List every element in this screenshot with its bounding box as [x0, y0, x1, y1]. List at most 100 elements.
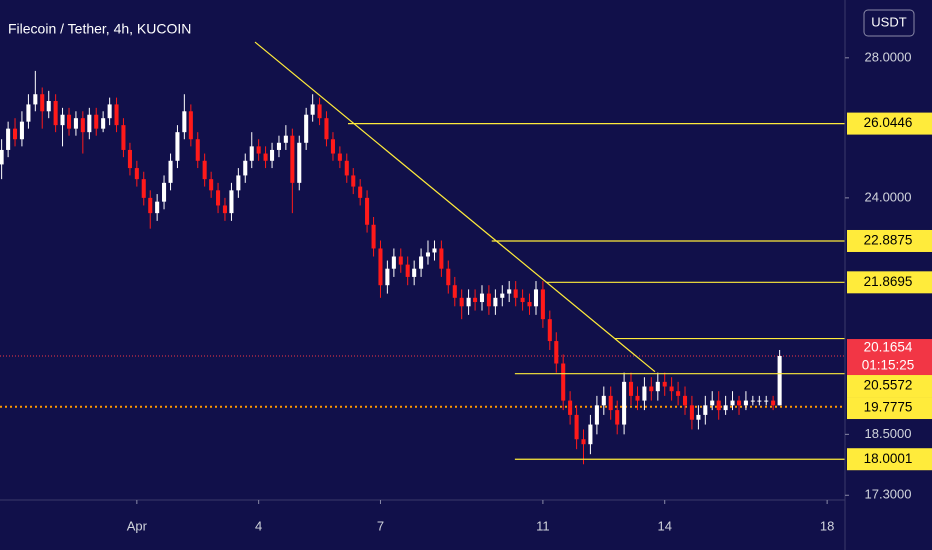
candle-body [594, 405, 599, 425]
candle-body [703, 405, 708, 415]
candle-body [249, 146, 254, 161]
candle-body [405, 264, 410, 277]
candle-body [628, 381, 634, 396]
level-box [847, 448, 932, 471]
level-label: 19.7775 [864, 400, 913, 415]
candle-body [80, 118, 85, 133]
currency-button[interactable] [863, 9, 915, 37]
candle-body [615, 410, 620, 425]
candle-body [229, 190, 234, 214]
y-tick-label: 17.3000 [865, 487, 912, 502]
level-label: 26.0446 [864, 115, 913, 130]
candle-body [439, 248, 444, 269]
candle-body [432, 248, 437, 253]
x-tick-label: Apr [127, 518, 148, 533]
candle-body [175, 132, 180, 161]
candle-body [162, 182, 167, 202]
candle-body [716, 400, 721, 411]
current-price-label: 20.1654 [864, 340, 913, 355]
candle-body [696, 414, 701, 420]
candle-body [46, 101, 51, 112]
candle-body [473, 297, 478, 303]
candle-body [290, 135, 295, 183]
candle-body [710, 400, 715, 406]
x-tick-label: 7 [377, 518, 384, 533]
candle-body [608, 395, 613, 411]
candle-body [452, 285, 457, 298]
level-box [847, 397, 932, 420]
candle-body [568, 400, 573, 415]
current-price-box [847, 339, 932, 376]
candle-body [520, 297, 525, 303]
candle-body [222, 205, 227, 214]
candle-body [53, 101, 58, 126]
candle-body [344, 160, 349, 176]
candle-body [209, 179, 214, 191]
level-label: 21.8695 [864, 274, 913, 289]
candle-body [94, 114, 99, 129]
candle-body [466, 297, 471, 307]
x-tick-label: 4 [255, 518, 262, 533]
candle-body [540, 289, 545, 320]
candle-body [195, 139, 200, 161]
candle-body [655, 381, 660, 392]
candle-body [60, 114, 65, 126]
candle-body [351, 175, 356, 187]
candle-body [40, 94, 45, 112]
x-tick-label: 18 [820, 518, 834, 533]
candle-body [121, 125, 126, 150]
candle-body [216, 190, 221, 206]
candle-body [662, 381, 667, 387]
candle-body [419, 256, 424, 269]
candle-body [723, 405, 728, 411]
candle-body [479, 293, 485, 303]
candle-body [493, 297, 498, 307]
candle-body [391, 256, 396, 269]
candle-body [26, 104, 31, 122]
candle-body [358, 186, 363, 198]
candle-body [486, 293, 491, 307]
candle-body [378, 248, 383, 286]
candle-body [689, 405, 694, 420]
level-label: 20.5572 [864, 378, 913, 393]
candle-body [500, 293, 505, 298]
candle-body [622, 381, 627, 425]
y-tick-label: 28.0000 [865, 49, 912, 64]
candle-body [398, 256, 403, 265]
level-box [847, 112, 932, 135]
candle-body [561, 363, 566, 401]
candle-body [412, 268, 417, 277]
candle-body [771, 400, 776, 406]
candle-body [365, 197, 370, 225]
candle-body [6, 128, 11, 150]
candle-body [243, 160, 248, 176]
candle-body [73, 118, 78, 129]
candle-body [236, 175, 241, 191]
level-box [847, 375, 932, 398]
x-tick-label: 14 [657, 518, 671, 533]
candle-body [425, 252, 431, 257]
candle-body [297, 142, 302, 183]
level-label: 22.8875 [864, 233, 913, 248]
candle-body [764, 400, 769, 402]
candle-body [581, 439, 586, 445]
candle-body [87, 114, 92, 133]
candle-body [371, 224, 376, 249]
currency-label[interactable]: USDT [871, 14, 906, 29]
candle-body [588, 424, 593, 445]
candle-body [263, 153, 268, 161]
y-tick-label: 18.5000 [865, 426, 912, 441]
candle-body [635, 395, 640, 401]
candle-body [330, 139, 335, 154]
candle-body [114, 104, 119, 126]
candle-body [757, 400, 762, 402]
candle-body [66, 114, 72, 129]
candle-body [513, 289, 518, 298]
candle-body [155, 201, 160, 214]
candle-body [101, 118, 106, 129]
candle-body [676, 391, 681, 396]
candle-body [188, 111, 193, 140]
trend-line [254, 41, 656, 373]
level-label: 18.0001 [864, 451, 913, 466]
